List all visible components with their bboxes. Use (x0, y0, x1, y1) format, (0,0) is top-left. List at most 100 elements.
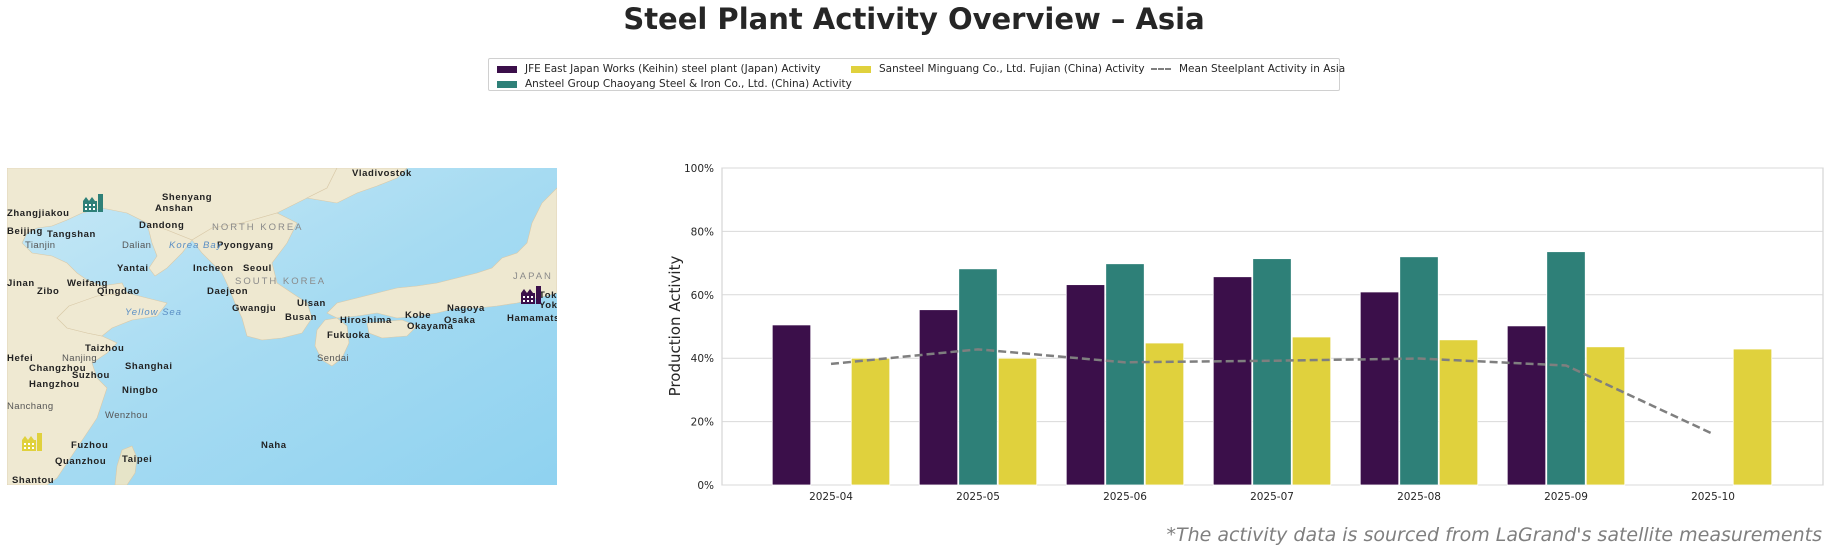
y-tick-label: 100% (684, 163, 714, 175)
map-label-changzhou: Changzhou (29, 363, 86, 374)
y-tick-label: 0% (697, 480, 714, 492)
map-label-yokohama: Yokohama (539, 300, 557, 311)
bar-ansteel-2025-07 (1252, 258, 1292, 486)
factory-icon (22, 440, 36, 451)
map-label-naha: Naha (261, 440, 287, 451)
land-kyushu (314, 317, 350, 367)
y-tick-label: 60% (691, 290, 714, 302)
factory-marker-sansteel[interactable] (22, 433, 42, 451)
factory-icon (521, 293, 535, 304)
map-label-yantai: Yantai (117, 263, 149, 274)
bar-sansteel-2025-06 (1144, 342, 1185, 486)
y-tick-label: 20% (691, 417, 714, 429)
x-tick-label: 2025-08 (1397, 491, 1441, 503)
bar-jfe-2025-08 (1359, 291, 1400, 486)
land-taiwan (114, 445, 138, 485)
bar-jfe-2025-05 (918, 309, 959, 486)
map-label-wenzhou: Wenzhou (105, 410, 148, 421)
bar-sansteel-2025-09 (1585, 346, 1626, 486)
map-label-osaka: Osaka (444, 315, 476, 326)
bar-sansteel-2025-04 (850, 357, 891, 486)
map-label-seoul: Seoul (243, 263, 272, 274)
legend-item-jfe: JFE East Japan Works (Keihin) steel plan… (497, 63, 821, 75)
y-tick-label: 40% (691, 353, 714, 365)
map-label-qingdao: Qingdao (97, 286, 140, 297)
legend-item-ansteel: Ansteel Group Chaoyang Steel & Iron Co.,… (497, 78, 852, 90)
land-korea (191, 212, 313, 341)
map-label-gwangju: Gwangju (232, 303, 276, 314)
map-label-korea-bay: Korea Bay (169, 240, 223, 251)
x-tick-label: 2025-05 (956, 491, 1000, 503)
bar-sansteel-2025-08 (1438, 339, 1479, 486)
land-liaodong (146, 222, 193, 277)
map-label-shenyang: Shenyang (162, 192, 212, 203)
bar-layer (771, 251, 1773, 486)
chart-legend: JFE East Japan Works (Keihin) steel plan… (488, 58, 1345, 91)
map-label-shanghai: Shanghai (125, 361, 173, 372)
bar-ansteel-2025-05 (958, 268, 998, 486)
map-label-tangshan: Tangshan (47, 229, 96, 240)
map-label-zibo: Zibo (37, 286, 59, 297)
x-tick-label: 2025-09 (1544, 491, 1588, 503)
map-label-nanjing: Nanjing (62, 353, 97, 364)
map-label-quanzhou: Quanzhou (55, 456, 106, 467)
bar-sansteel-2025-10 (1732, 348, 1773, 486)
map-label-fuzhou: Fuzhou (71, 440, 108, 451)
map-label-busan: Busan (285, 312, 317, 323)
bar-sansteel-2025-05 (997, 357, 1038, 486)
x-tick-label: 2025-04 (809, 491, 853, 503)
factory-marker-jfe[interactable] (521, 286, 541, 304)
map-label-suzhou: Suzhou (72, 370, 110, 381)
legend-label-jfe: JFE East Japan Works (Keihin) steel plan… (525, 63, 821, 75)
bar-ansteel-2025-06 (1105, 263, 1145, 486)
map-label-nanchang: Nanchang (7, 401, 54, 412)
map-label-shantou: Shantou (12, 475, 54, 485)
axis-layer: 0% 20% 40% 60% 80% 100% 2025-04 2025-05 2025-06 2… (684, 163, 1735, 503)
map-label-hamamatsu: Hamamatsu (507, 313, 557, 324)
map-label-beijing: Beijing (7, 226, 43, 237)
mean-line-layer (830, 348, 1714, 436)
map-label-jinan: Jinan (7, 278, 35, 289)
legend-swatch-jfe (497, 65, 517, 73)
map-label-dandong: Dandong (139, 220, 184, 231)
legend-label-ansteel: Ansteel Group Chaoyang Steel & Iron Co.,… (525, 78, 852, 90)
legend-label-mean: Mean Steelplant Activity in Asia (1179, 63, 1346, 75)
y-tick-label: 80% (691, 226, 714, 238)
map-label-sendai: Sendai (317, 353, 349, 364)
map-label-hefei: Hefei (7, 353, 33, 364)
bar-jfe-2025-09 (1506, 325, 1547, 486)
map-label-tokyo: Tokyo (539, 290, 557, 301)
page-title: Steel Plant Activity Overview – Asia (623, 2, 1205, 36)
x-tick-label: 2025-06 (1103, 491, 1147, 503)
map-label-vladivostok: Vladivostok (352, 168, 412, 179)
map-label-ulsan: Ulsan (297, 298, 326, 309)
map-label-daejeon: Daejeon (207, 286, 248, 297)
map-label-kobe: Kobe (405, 310, 431, 321)
land-shikoku (366, 319, 418, 339)
factory-icon (83, 201, 97, 212)
land-primorye (306, 168, 408, 204)
asia-map[interactable]: Vladivostok Shenyang Anshan Dandong Beij… (7, 168, 557, 485)
map-svg: Vladivostok Shenyang Anshan Dandong Beij… (7, 168, 557, 485)
map-label-pyongyang: Pyongyang (217, 240, 274, 251)
bar-jfe-2025-07 (1212, 276, 1253, 486)
map-label-nagoya: Nagoya (447, 303, 485, 314)
map-label-taizhou: Taizhou (85, 343, 124, 354)
map-label-ningbo: Ningbo (122, 385, 158, 396)
bar-ansteel-2025-09 (1546, 251, 1586, 486)
map-label-south-korea: SOUTH KOREA (235, 276, 326, 287)
land-shandong (56, 292, 168, 337)
map-label-taipei: Taipei (122, 454, 152, 465)
map-label-hiroshima: Hiroshima (340, 315, 392, 326)
bar-jfe-2025-06 (1065, 284, 1106, 486)
legend-dash-mean (1151, 68, 1171, 70)
x-tick-label: 2025-07 (1250, 491, 1294, 503)
legend-item-mean: Mean Steelplant Activity in Asia (1151, 63, 1345, 75)
x-tick-label: 2025-10 (1691, 491, 1735, 503)
map-label-okayama: Okayama (407, 321, 454, 332)
y-axis-label: Production Activity (666, 256, 684, 397)
map-label-anshan: Anshan (155, 203, 193, 214)
map-label-north-korea: NORTH KOREA (212, 222, 304, 233)
map-label-incheon: Incheon (193, 263, 234, 274)
factory-marker-ansteel[interactable] (83, 194, 103, 212)
